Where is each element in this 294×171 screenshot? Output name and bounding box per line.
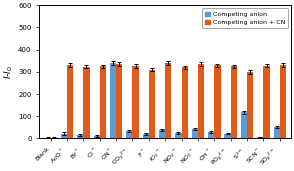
Bar: [224, 134, 231, 138]
Bar: [61, 134, 67, 138]
Bar: [214, 65, 220, 138]
Bar: [159, 130, 165, 138]
Y-axis label: I-I$_0$: I-I$_0$: [3, 65, 15, 79]
Bar: [192, 129, 198, 138]
Bar: [241, 112, 247, 138]
Bar: [83, 67, 90, 138]
Bar: [273, 127, 280, 138]
Bar: [116, 64, 122, 138]
Bar: [182, 67, 188, 138]
Bar: [247, 72, 253, 138]
Bar: [165, 63, 171, 138]
Bar: [231, 66, 237, 138]
Bar: [67, 65, 73, 138]
Bar: [143, 134, 149, 138]
Bar: [126, 131, 133, 138]
Bar: [198, 64, 204, 138]
Legend: Competing anion, Competing anion + CN: Competing anion, Competing anion + CN: [202, 8, 288, 28]
Bar: [263, 66, 270, 138]
Bar: [208, 132, 214, 138]
Bar: [175, 133, 182, 138]
Bar: [133, 66, 139, 138]
Bar: [110, 63, 116, 138]
Bar: [93, 136, 100, 138]
Bar: [257, 137, 263, 138]
Bar: [280, 65, 286, 138]
Bar: [77, 135, 83, 138]
Bar: [149, 70, 155, 138]
Bar: [100, 66, 106, 138]
